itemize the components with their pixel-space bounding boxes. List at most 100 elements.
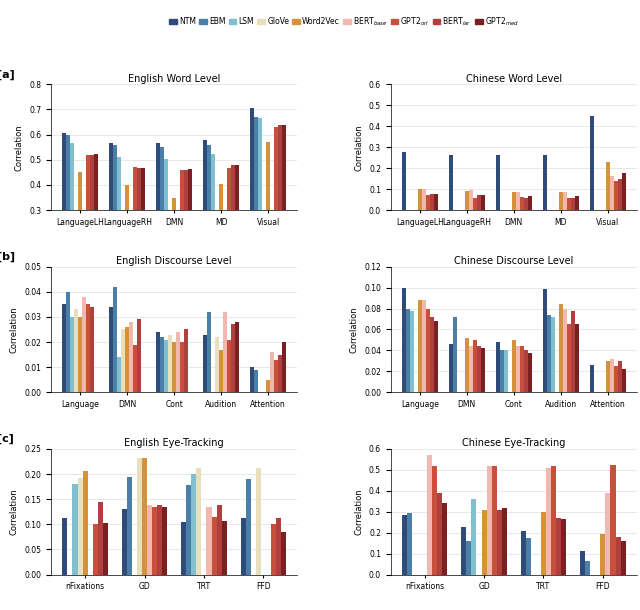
Bar [614, 366, 618, 392]
Bar [621, 173, 626, 210]
Bar [129, 322, 133, 392]
Bar [156, 332, 160, 392]
Bar [472, 499, 477, 575]
Bar [93, 525, 98, 575]
Text: [a]: [a] [0, 70, 15, 79]
Bar [125, 327, 129, 392]
Bar [127, 476, 132, 575]
Y-axis label: Correlation: Correlation [10, 489, 19, 535]
Bar [589, 116, 594, 210]
Bar [575, 325, 579, 392]
Bar [90, 155, 94, 285]
Bar [520, 346, 524, 392]
Bar [188, 170, 192, 285]
Bar [434, 321, 438, 392]
Bar [117, 357, 122, 392]
Bar [86, 304, 90, 392]
Bar [133, 345, 137, 392]
Bar [512, 340, 516, 392]
Bar [465, 191, 469, 210]
Bar [191, 474, 196, 575]
Bar [186, 485, 191, 575]
Bar [94, 154, 99, 285]
Bar [432, 465, 437, 575]
Bar [98, 501, 103, 575]
Bar [83, 297, 86, 392]
Bar [156, 143, 160, 285]
Bar [137, 168, 141, 285]
Bar [180, 170, 184, 285]
Bar [216, 505, 221, 575]
Bar [618, 179, 621, 210]
Bar [516, 192, 520, 210]
Bar [605, 162, 610, 210]
Bar [67, 292, 70, 392]
Bar [449, 344, 453, 392]
Bar [207, 507, 211, 575]
Bar [410, 310, 414, 392]
Bar [142, 458, 147, 575]
Bar [62, 518, 67, 575]
Bar [520, 197, 524, 210]
Bar [141, 168, 145, 285]
Bar [600, 534, 605, 575]
Bar [407, 513, 412, 575]
Bar [611, 465, 616, 575]
Bar [614, 181, 618, 210]
Bar [430, 195, 434, 210]
Bar [113, 145, 117, 285]
Bar [469, 190, 473, 210]
Bar [434, 194, 438, 210]
Bar [402, 152, 406, 210]
Bar [492, 465, 497, 575]
Bar [152, 508, 157, 575]
Title: English Discourse Level: English Discourse Level [116, 256, 232, 266]
Bar [616, 537, 621, 575]
Bar [78, 173, 83, 285]
Bar [276, 518, 281, 575]
Bar [162, 508, 167, 575]
Bar [254, 370, 258, 392]
Bar [250, 367, 254, 392]
Bar [274, 127, 278, 285]
Bar [281, 532, 286, 575]
Bar [184, 329, 188, 392]
Bar [235, 165, 239, 285]
Bar [215, 337, 219, 392]
Bar [157, 505, 162, 575]
Bar [278, 354, 282, 392]
Bar [122, 329, 125, 392]
Bar [133, 167, 137, 285]
Bar [418, 300, 422, 392]
Bar [561, 519, 566, 575]
Bar [211, 154, 215, 285]
Bar [258, 118, 262, 285]
Bar [250, 108, 254, 285]
Bar [67, 135, 70, 285]
Bar [78, 317, 83, 392]
Bar [543, 154, 547, 210]
Bar [556, 518, 561, 575]
Bar [524, 198, 528, 210]
Y-axis label: Correlation: Correlation [355, 124, 364, 171]
Bar [164, 159, 168, 285]
Bar [589, 365, 594, 392]
Bar [223, 312, 227, 392]
Bar [83, 470, 88, 575]
Bar [524, 350, 528, 392]
Bar [402, 287, 406, 392]
Bar [172, 342, 176, 392]
Bar [241, 518, 246, 575]
Bar [477, 346, 481, 392]
Bar [528, 196, 532, 210]
Bar [502, 508, 507, 575]
Bar [256, 468, 261, 575]
Bar [207, 312, 211, 392]
Bar [176, 332, 180, 392]
Title: English Word Level: English Word Level [128, 74, 220, 84]
Bar [227, 340, 231, 392]
Bar [551, 317, 555, 392]
Bar [117, 157, 122, 285]
Bar [563, 192, 566, 210]
Bar [427, 455, 432, 575]
